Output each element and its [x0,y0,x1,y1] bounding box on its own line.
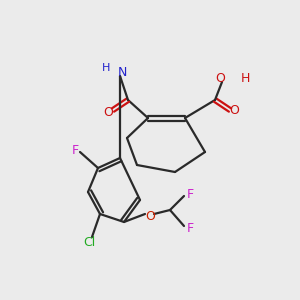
Text: O: O [215,73,225,85]
Text: Cl: Cl [83,236,95,250]
Text: O: O [145,209,155,223]
Text: H: H [240,71,250,85]
Text: O: O [229,103,239,116]
Text: F: F [186,221,194,235]
Text: O: O [103,106,113,118]
Text: F: F [71,143,79,157]
Text: F: F [186,188,194,200]
Text: N: N [117,67,127,80]
Text: H: H [102,63,110,73]
